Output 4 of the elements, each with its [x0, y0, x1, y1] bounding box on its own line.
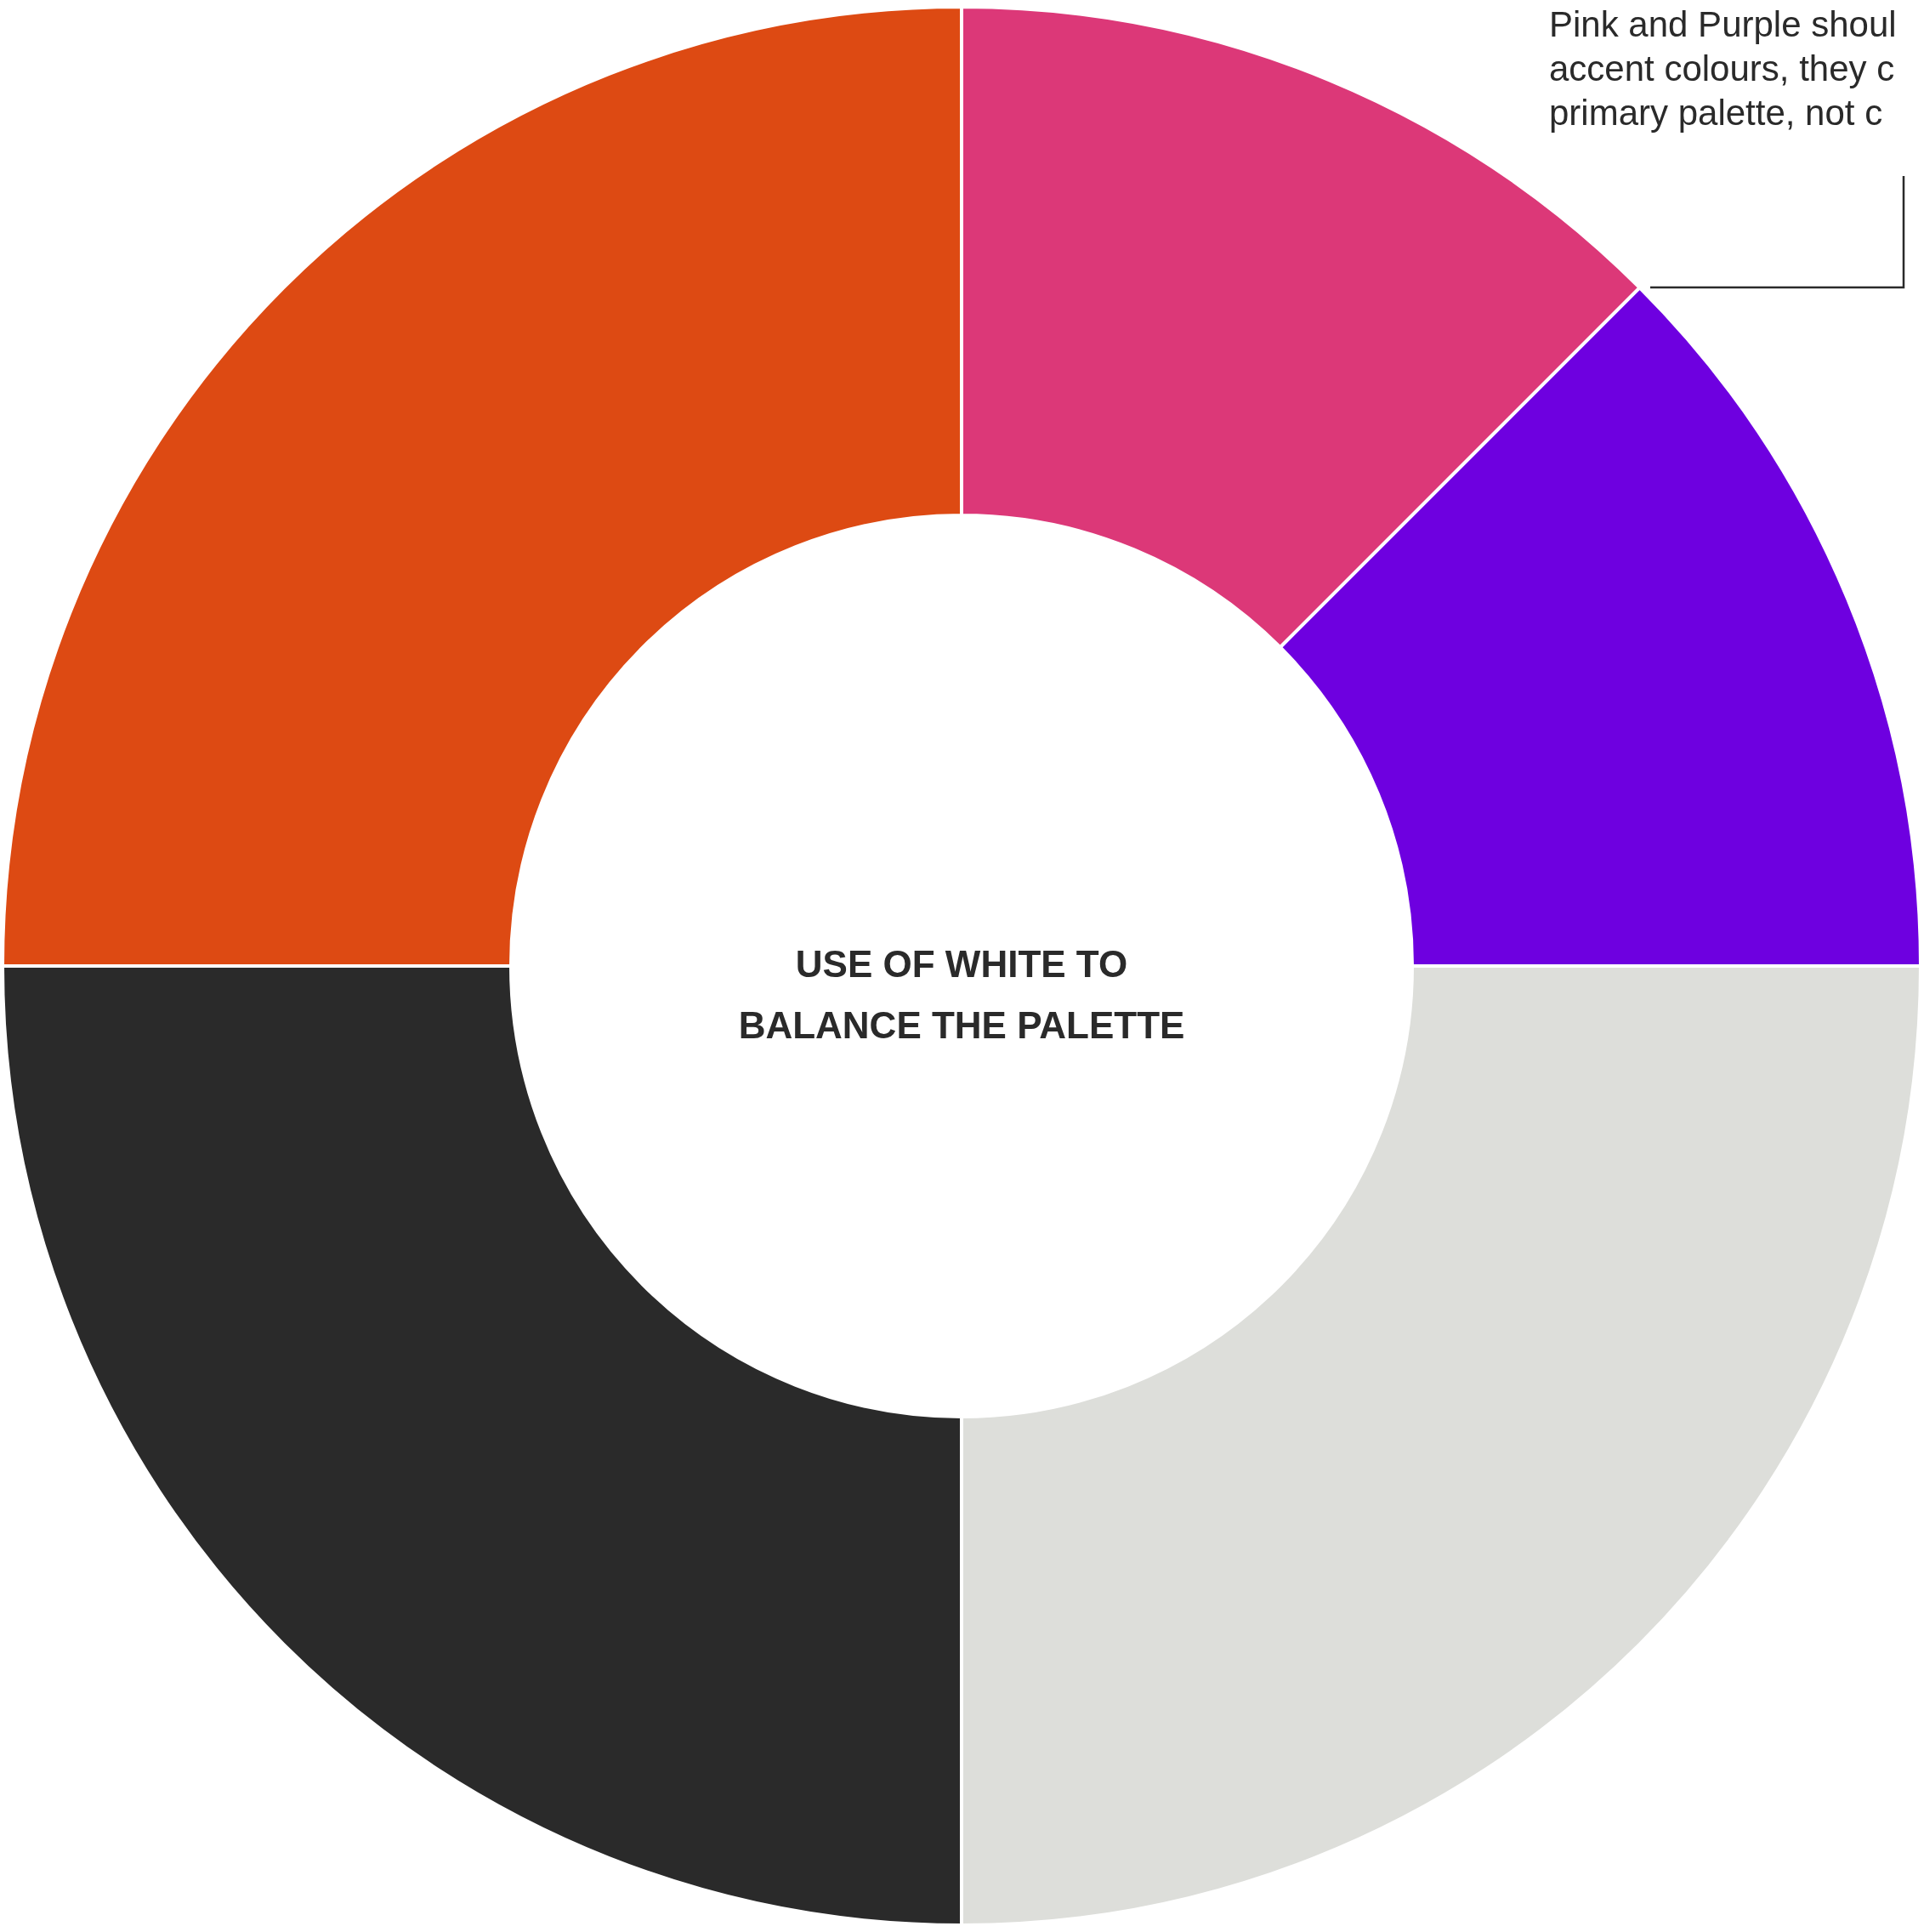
text: accent colours, they c	[1549, 48, 1895, 88]
text: USE OF WHITE TO BALANCE THE PALETTE	[738, 943, 1185, 1046]
text: Pink and Purple shoul	[1549, 4, 1897, 44]
text: primary palette, not c	[1549, 93, 1883, 133]
